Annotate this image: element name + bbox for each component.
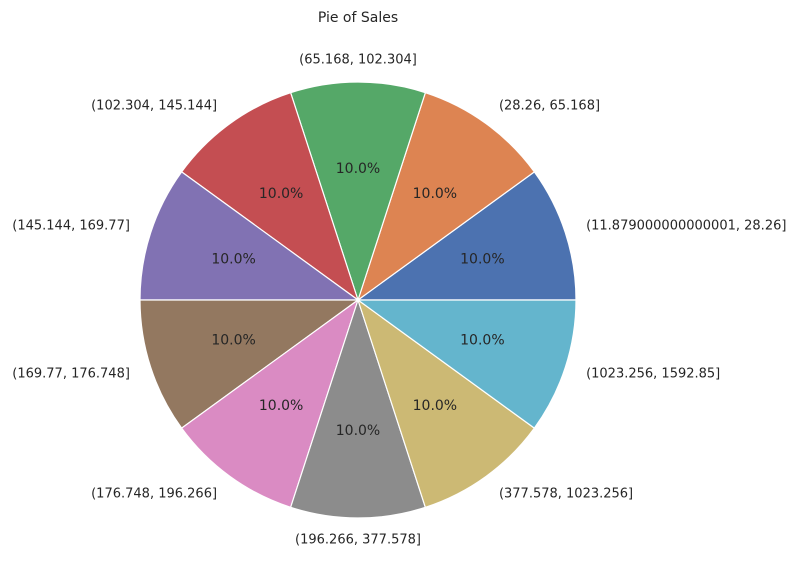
percent-label-4: 10.0% <box>211 252 255 268</box>
pie-slices <box>139 81 577 519</box>
slice-labels: (11.879000000000001, 28.26] (28.26, 65.16… <box>12 53 786 548</box>
pie-slice-7 <box>289 298 427 519</box>
slice-label-7: (196.266, 377.578] <box>295 532 421 547</box>
slice-label-5: (169.77, 176.748] <box>12 367 130 382</box>
percent-label-7: 10.0% <box>336 423 380 439</box>
slice-label-6: (176.748, 196.266] <box>91 487 217 502</box>
slice-label-4: (145.144, 169.77] <box>12 218 130 233</box>
percent-label-6: 10.0% <box>259 398 303 414</box>
pie-slice-6 <box>180 298 360 509</box>
chart-title: Pie of Sales <box>318 10 398 26</box>
pie-slice-3 <box>180 91 360 302</box>
percent-label-5: 10.0% <box>211 332 255 348</box>
slice-label-9: (1023.256, 1592.85] <box>586 367 720 382</box>
pie-slice-2 <box>289 81 427 302</box>
percent-label-1: 10.0% <box>413 186 457 202</box>
slice-label-2: (65.168, 102.304] <box>299 53 417 68</box>
percent-label-9: 10.0% <box>460 332 504 348</box>
pie-slice-0 <box>356 171 577 301</box>
pie-slice-8 <box>356 298 536 509</box>
slice-label-0: (11.879000000000001, 28.26] <box>586 218 786 233</box>
pie-slice-1 <box>356 91 536 302</box>
percent-label-3: 10.0% <box>259 186 303 202</box>
percent-label-8: 10.0% <box>413 398 457 414</box>
slice-label-3: (102.304, 145.144] <box>91 98 217 113</box>
percent-label-2: 10.0% <box>336 161 380 177</box>
pie-slice-9 <box>356 299 577 429</box>
pie-slice-5 <box>139 299 360 429</box>
slice-label-1: (28.26, 65.168] <box>499 98 600 113</box>
percent-label-0: 10.0% <box>460 252 504 268</box>
pie-slice-4 <box>139 171 360 301</box>
percent-labels: 10.0% 10.0% 10.0% 10.0% 10.0% 10.0% 10.0% 10.0%… <box>211 161 504 439</box>
slice-label-8: (377.578, 1023.256] <box>499 487 633 502</box>
